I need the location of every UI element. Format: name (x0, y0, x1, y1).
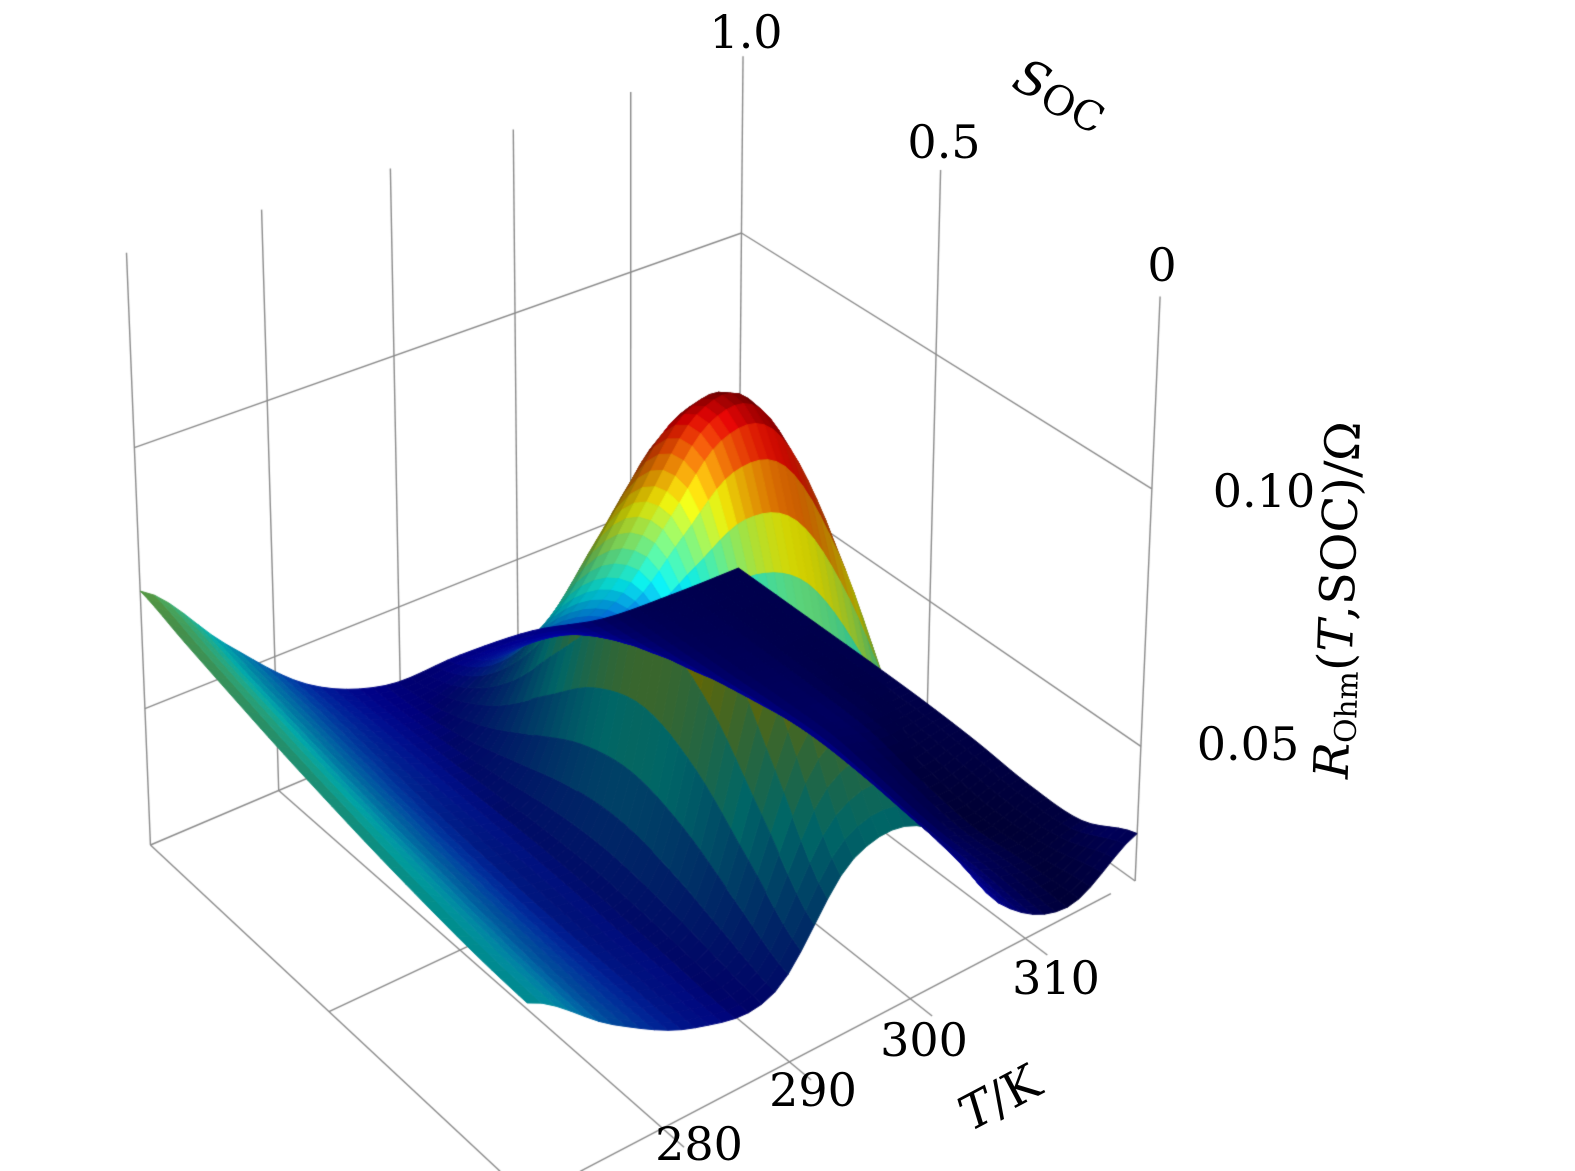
z-axis-label-var: R (1303, 741, 1361, 780)
soc-tick-0: 0 (1147, 238, 1177, 292)
z-axis-label-sub: Ohm (1328, 670, 1366, 744)
z-axis-label: ROhm(T,SOC)/Ω (1304, 420, 1373, 779)
z-tick-0-05: 0.05 (1196, 717, 1300, 771)
soc-tick-1-0: 1.0 (709, 5, 783, 59)
t-tick-280: 280 (655, 1117, 743, 1171)
t-tick-300: 300 (880, 1013, 968, 1067)
z-tick-0-10: 0.10 (1212, 464, 1316, 518)
t-tick-310: 310 (1012, 951, 1100, 1005)
soc-tick-0-5: 0.5 (907, 115, 981, 169)
z-axis-label-rest: ,SOC)/Ω (1309, 420, 1373, 622)
z-axis-label-arg: T (1308, 619, 1366, 654)
t-tick-290: 290 (769, 1063, 857, 1117)
z-axis-label-open: ( (1307, 651, 1365, 672)
